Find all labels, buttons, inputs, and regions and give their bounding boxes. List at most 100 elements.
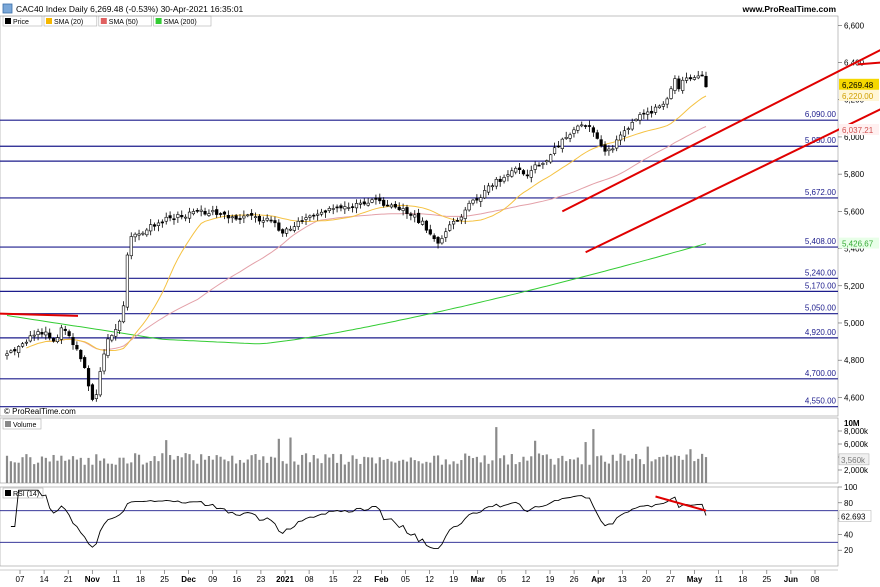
- candle: [343, 201, 347, 214]
- sma200-tag-label: 5,426.67: [842, 240, 874, 249]
- candle-body: [587, 125, 592, 127]
- candle: [335, 204, 339, 213]
- legend-swatch: [100, 18, 107, 24]
- candle-body: [246, 214, 250, 217]
- x-tick-label: 19: [449, 575, 458, 584]
- volume-bar: [658, 457, 661, 483]
- candle: [160, 219, 164, 228]
- volume-bar: [137, 454, 141, 483]
- x-tick-label: 08: [811, 575, 820, 584]
- volume-bar: [603, 461, 607, 483]
- instrument-icon[interactable]: [2, 3, 13, 14]
- candle-body: [564, 137, 568, 139]
- volume-bar: [522, 456, 525, 483]
- volume-bar: [21, 457, 24, 483]
- candle: [32, 330, 36, 341]
- level-label: 5,240.00: [805, 268, 837, 277]
- x-tick-label: Mar: [471, 575, 485, 584]
- candle: [63, 325, 67, 335]
- candle-body: [59, 327, 63, 340]
- volume-bar: [266, 462, 269, 483]
- rsi-panel[interactable]: RSI (14)2040608010062.693: [0, 483, 872, 567]
- x-tick-label: Feb: [374, 575, 388, 584]
- candle-body: [284, 228, 289, 234]
- volume-bar: [514, 464, 517, 483]
- candle-body: [250, 213, 254, 216]
- volume-bar: [479, 462, 482, 483]
- candle-body: [191, 211, 196, 215]
- candle: [110, 334, 114, 343]
- volume-bar: [79, 457, 82, 483]
- volume-bar: [172, 459, 176, 483]
- level-label: 4,550.00: [805, 397, 837, 406]
- candle: [323, 209, 328, 218]
- candle: [448, 221, 452, 232]
- candle-body: [502, 177, 506, 182]
- candle: [253, 212, 258, 223]
- volume-bar: [130, 462, 133, 483]
- volume-bar: [211, 459, 214, 483]
- candle: [265, 214, 269, 223]
- candle-body: [677, 78, 681, 90]
- x-tick-label: May: [687, 575, 703, 584]
- candle: [48, 328, 52, 341]
- candle: [560, 137, 564, 153]
- candle: [133, 232, 137, 242]
- candle: [71, 333, 75, 350]
- volume-bar: [200, 454, 203, 483]
- volume-bar: [254, 454, 257, 483]
- candle-body: [409, 213, 413, 216]
- volume-bar: [169, 455, 172, 483]
- candle: [246, 213, 250, 218]
- candle-body: [211, 210, 215, 213]
- watermark: © ProRealTime.com: [4, 407, 76, 416]
- candle: [358, 199, 362, 209]
- rsi-y-tick-label: 20: [844, 546, 853, 555]
- level-label: 4,700.00: [805, 369, 837, 378]
- sma50-tag: 6,037.21: [839, 124, 879, 136]
- candle-body: [692, 77, 696, 80]
- volume-bar: [91, 464, 94, 483]
- x-tick-label: 26: [570, 575, 579, 584]
- volume-bar: [378, 457, 381, 483]
- x-tick-label: 25: [762, 575, 771, 584]
- x-tick-label: 23: [256, 575, 265, 584]
- candle-body: [296, 220, 300, 227]
- candle-body: [222, 211, 227, 215]
- candle-body: [32, 334, 36, 337]
- candle: [424, 219, 429, 233]
- candle: [222, 210, 227, 220]
- candle: [218, 212, 223, 218]
- volume-bar: [452, 461, 455, 483]
- candle: [444, 227, 448, 242]
- volume-last-tag-label: 3,560k: [841, 456, 866, 465]
- candle: [277, 219, 281, 232]
- candle-body: [164, 216, 168, 222]
- volume-bar: [320, 463, 323, 483]
- candle-body: [521, 170, 526, 175]
- candle-body: [486, 185, 491, 193]
- volume-bar: [301, 454, 304, 483]
- candle: [552, 142, 557, 156]
- volume-bar: [25, 454, 28, 483]
- candle: [486, 182, 491, 196]
- candle: [308, 214, 312, 222]
- volume-bar: [394, 462, 397, 483]
- volume-bar: [642, 464, 645, 483]
- candle: [118, 319, 122, 334]
- x-tick-label: 08: [305, 575, 314, 584]
- volume-bar: [518, 462, 521, 483]
- candle-body: [86, 368, 91, 387]
- candle: [417, 208, 421, 224]
- volume-bar: [161, 453, 164, 483]
- volume-bar: [549, 458, 552, 483]
- volume-bar: [413, 460, 416, 483]
- rsi-panel-frame: [0, 486, 839, 567]
- candle-body: [688, 77, 693, 80]
- candle: [397, 202, 401, 212]
- volume-y-tick-label: 6,000k: [844, 440, 869, 449]
- candle: [121, 301, 126, 324]
- candle-body: [440, 238, 444, 244]
- price-panel[interactable]: 6,090.00 5,950.00 5,672.00 5,408.00 5,240.00…: [0, 15, 880, 417]
